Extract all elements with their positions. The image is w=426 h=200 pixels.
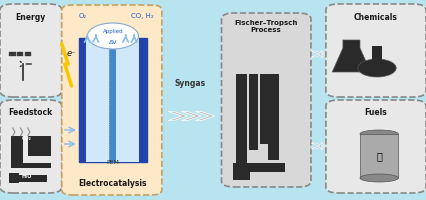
Text: Syngas: Syngas [174,79,205,88]
FancyBboxPatch shape [62,5,162,195]
Polygon shape [320,143,333,149]
Polygon shape [62,44,72,86]
Polygon shape [320,51,333,57]
Polygon shape [168,112,187,120]
Polygon shape [182,112,201,120]
Bar [9,52,16,54]
Bar [268,74,279,160]
Ellipse shape [360,174,398,182]
Text: Fischer–Tropsch
Process: Fischer–Tropsch Process [235,20,298,33]
FancyBboxPatch shape [0,100,62,193]
Text: Chemicals: Chemicals [354,13,397,22]
Bar [116,38,139,162]
Bar [360,134,398,178]
Bar [109,38,116,162]
Text: H₂O: H₂O [22,173,32,178]
Bar [139,38,147,162]
Text: Feedstock: Feedstock [9,108,53,117]
Bar [9,54,16,56]
Ellipse shape [87,23,138,49]
FancyBboxPatch shape [0,4,62,97]
Bar [17,52,23,54]
Bar [11,136,23,164]
Text: Applied: Applied [103,29,123,34]
FancyBboxPatch shape [326,4,426,97]
Bar [25,52,31,54]
FancyBboxPatch shape [326,100,426,193]
Bar [86,38,109,162]
Text: CO₂: CO₂ [22,136,32,141]
Bar [9,173,19,183]
Bar [17,54,23,56]
Bar [25,54,31,56]
Bar [233,163,285,172]
Circle shape [358,59,396,77]
Text: O₂: O₂ [79,13,87,19]
Bar [11,163,51,168]
Polygon shape [196,112,215,120]
Bar [79,38,147,162]
FancyBboxPatch shape [222,13,311,187]
Polygon shape [311,51,324,57]
Bar [79,38,86,162]
Text: 💧: 💧 [376,151,382,161]
Bar [260,74,268,144]
Polygon shape [332,40,371,72]
Ellipse shape [360,130,398,138]
Bar [249,74,258,150]
Text: e⁻: e⁻ [67,49,76,58]
Text: CO, H₂: CO, H₂ [131,13,154,19]
Bar [9,175,47,182]
Text: PEM: PEM [106,160,119,165]
Polygon shape [311,143,324,149]
Bar [233,171,250,180]
Bar [236,74,247,164]
Bar [372,46,382,60]
Bar [28,136,51,156]
Text: Fuels: Fuels [364,108,387,117]
Text: Energy: Energy [15,13,46,22]
Text: Electrocatalysis: Electrocatalysis [79,179,147,188]
Text: ΔV: ΔV [109,40,117,45]
